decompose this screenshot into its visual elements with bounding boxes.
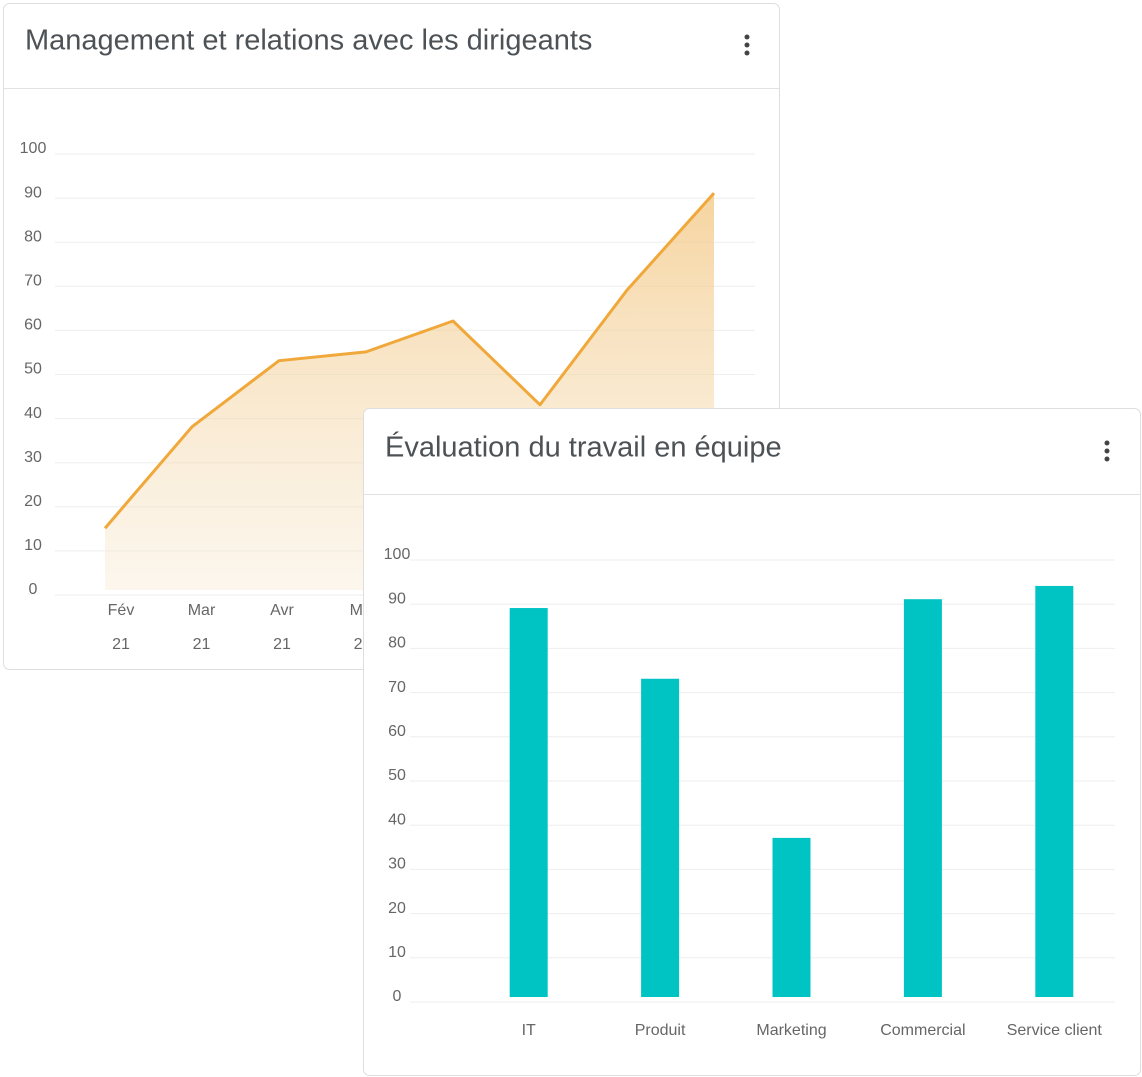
y-tick-label: 100: [384, 546, 411, 563]
y-tick-label: 90: [24, 184, 42, 201]
x-tick-label: Service client: [1007, 1022, 1103, 1039]
y-tick-label: 30: [24, 449, 42, 466]
line: [103, 192, 716, 530]
y-tick-label: 80: [388, 635, 406, 652]
y-tick-label: 60: [388, 723, 406, 740]
x-tick-label: Produit: [635, 1022, 686, 1039]
bar: [641, 678, 680, 997]
y-tick-label: 40: [24, 405, 42, 422]
y-tick-label: 20: [388, 900, 406, 917]
y-tick-label: 90: [388, 590, 406, 607]
card-title: Management et relations avec les dirigea…: [25, 25, 592, 57]
x-tick-label: Avr 21: [270, 602, 294, 653]
y-tick-label: 50: [24, 361, 42, 378]
y-tick-label: 70: [388, 679, 406, 696]
y-tick-label: 60: [24, 317, 42, 334]
y-tick-label: 40: [388, 811, 406, 828]
bar: [903, 599, 942, 997]
y-tick-label: 50: [388, 767, 406, 784]
x-tick-label: Commercial: [880, 1022, 965, 1039]
y-tick-label: 30: [388, 856, 406, 873]
card: Évaluation du travail en équipe 0 10 20 30 4…: [363, 408, 1141, 1076]
y-tick-label: 70: [24, 273, 42, 290]
x-tick-label: Fév 21: [108, 602, 135, 653]
bar: [509, 608, 548, 997]
menu-button[interactable]: [1104, 440, 1110, 462]
y-tick-label: 0: [29, 581, 38, 598]
x-tick-label: IT: [522, 1022, 536, 1039]
card-title: Évaluation du travail en équipe: [385, 431, 782, 464]
card-frame: [363, 408, 1141, 1076]
menu-button[interactable]: [744, 34, 750, 56]
y-tick-label: 0: [393, 988, 402, 1005]
y-tick-label: 10: [24, 537, 42, 554]
bar: [772, 837, 811, 997]
x-tick-label: Marketing: [756, 1022, 826, 1039]
x-tick-label: Mar 21: [188, 602, 216, 653]
y-tick-label: 10: [388, 944, 406, 961]
bar: [1035, 585, 1074, 997]
y-tick-label: 80: [24, 228, 42, 245]
y-tick-label: 100: [20, 140, 47, 157]
y-tick-label: 20: [24, 493, 42, 510]
